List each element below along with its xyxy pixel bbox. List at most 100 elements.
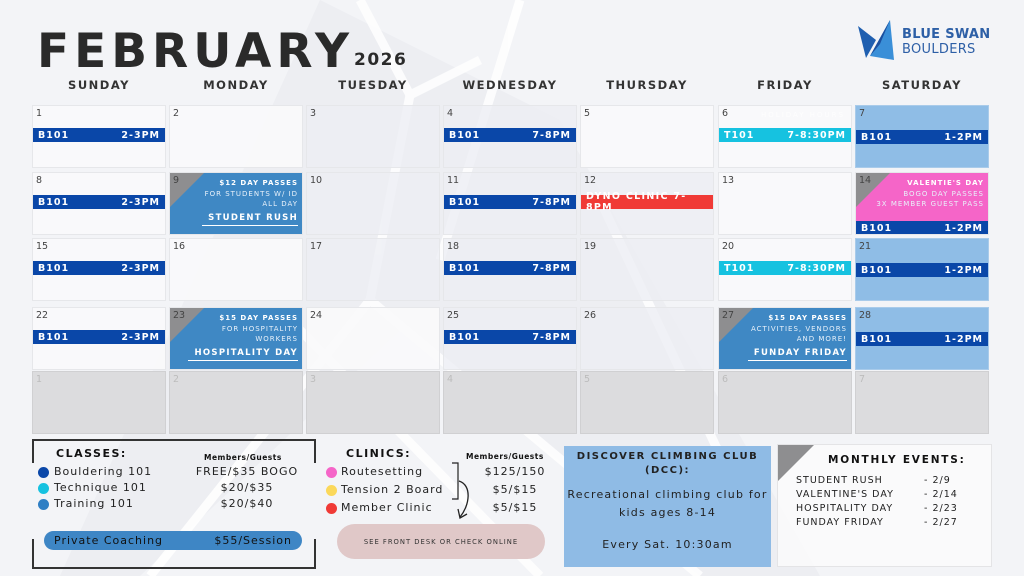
day-header-friday: FRIDAY	[757, 78, 813, 92]
day-number: 27	[722, 310, 735, 321]
day-header-tuesday: TUESDAY	[338, 78, 408, 92]
event-bar-b101[interactable]: B101 7-8PM	[444, 261, 576, 275]
day-cell[interactable]: 4 B101 7-8PM	[443, 105, 577, 168]
day-cell[interactable]: 27 $15 DAY PASSES ACTIVITIES, VENDORS AND M…	[718, 307, 852, 370]
swan-logo-icon	[858, 20, 894, 60]
event-label: B101	[861, 333, 893, 345]
day-cell[interactable]: 25 B101 7-8PM	[443, 307, 577, 370]
event-bar-b101[interactable]: B101 2-3PM	[33, 128, 165, 142]
event-bar-b101[interactable]: B101 1-2PM	[856, 130, 988, 144]
day-cell[interactable]: 12 DYNO CLINIC 7-8PM	[580, 172, 714, 235]
event-bar-t101[interactable]: T101 7-8:30PM	[719, 261, 851, 275]
promo-line: AND MORE!	[796, 335, 847, 343]
clinic-price: $5/$15	[492, 483, 538, 496]
day-cell[interactable]: 18 B101 7-8PM	[443, 238, 577, 301]
class-name: Technique 101	[54, 481, 147, 494]
event-bar-b101[interactable]: B101 7-8PM	[444, 330, 576, 344]
class-color-dot	[38, 467, 49, 478]
day-cell[interactable]: 5	[580, 371, 714, 434]
event-label: B101	[38, 196, 70, 208]
day-header-sunday: SUNDAY	[68, 78, 130, 92]
event-bar-b101[interactable]: B101 1-2PM	[856, 263, 988, 277]
day-cell[interactable]: 15 B101 2-3PM	[32, 238, 166, 301]
day-cell[interactable]: 17	[306, 238, 440, 301]
day-cell[interactable]: 5	[580, 105, 714, 168]
event-bar-clinic[interactable]: DYNO CLINIC 7-8PM	[581, 191, 713, 213]
day-cell[interactable]: 11 B101 7-8PM	[443, 172, 577, 235]
day-number: 3	[310, 108, 317, 119]
day-number: 7	[859, 374, 866, 385]
event-bar-b101[interactable]: B101 1-2PM	[856, 221, 988, 234]
day-number: 9	[173, 175, 180, 186]
promo-line: FOR STUDENTS W/ ID	[204, 189, 298, 198]
day-header-wednesday: WEDNESDAY	[462, 78, 558, 92]
day-number: 21	[859, 241, 872, 252]
event-bar-t101[interactable]: T101 7-8:30PM	[719, 128, 851, 142]
day-cell[interactable]: 10	[306, 172, 440, 235]
promo-details: $15 DAY PASSES ACTIVITIES, VENDORS AND MOR…	[751, 313, 847, 345]
day-number: 1	[36, 374, 43, 385]
event-bar-b101[interactable]: B101 2-3PM	[33, 330, 165, 344]
day-cell[interactable]: 6	[718, 371, 852, 434]
event-bar-b101[interactable]: B101 7-8PM	[444, 128, 576, 142]
event-label: B101	[861, 264, 893, 276]
class-price: $20/$40	[220, 497, 274, 510]
event-label: B101	[861, 131, 893, 143]
day-number: 25	[447, 310, 460, 321]
day-cell[interactable]: 28 B101 1-2PM	[855, 307, 989, 370]
event-time: 7-8PM	[532, 129, 571, 141]
day-number: 26	[584, 310, 597, 321]
day-cell[interactable]: 3	[306, 371, 440, 434]
corner-marker	[170, 308, 204, 342]
day-cell[interactable]: 20 T101 7-8:30PM	[718, 238, 852, 301]
day-cell[interactable]: 13	[718, 172, 852, 235]
event-bar-b101[interactable]: B101 1-2PM	[856, 332, 988, 346]
day-cell[interactable]: 7 B101 1-2PM	[855, 105, 989, 168]
event-time: 7-8:30PM	[787, 262, 846, 274]
day-cell[interactable]: 2	[169, 105, 303, 168]
event-label: B101	[449, 262, 481, 274]
event-bar-b101[interactable]: B101 2-3PM	[33, 195, 165, 209]
private-coaching-pill[interactable]: Private Coaching $55/Session	[44, 531, 302, 550]
promo-line: ACTIVITIES, VENDORS	[750, 324, 847, 333]
see-front-desk-button[interactable]: SEE FRONT DESK OR CHECK ONLINE	[337, 524, 545, 559]
event-time: 2-3PM	[121, 129, 160, 141]
event-label: B101	[861, 222, 893, 234]
day-cell[interactable]: 16	[169, 238, 303, 301]
dcc-panel: DISCOVER CLIMBING CLUB (DCC): Recreation…	[564, 446, 771, 567]
event-label: T101	[724, 129, 755, 141]
event-name: STUDENT RUSH	[796, 475, 883, 486]
event-bar-b101[interactable]: B101 2-3PM	[33, 261, 165, 275]
day-number: 2	[173, 374, 180, 385]
day-cell[interactable]: 23 $15 DAY PASSES FOR HOSPITALITY WORKERS HO…	[169, 307, 303, 370]
day-cell[interactable]: 2	[169, 371, 303, 434]
promo-line: $15 DAY PASSES	[768, 314, 847, 322]
day-cell[interactable]: 8 B101 2-3PM	[32, 172, 166, 235]
day-number: 2	[173, 108, 180, 119]
day-number: 28	[859, 310, 872, 321]
day-cell[interactable]: 1	[32, 371, 166, 434]
clinic-color-dot	[326, 503, 337, 514]
day-cell[interactable]: 3	[306, 105, 440, 168]
clinic-name: Routesetting	[341, 465, 424, 478]
event-time: 1-2PM	[944, 333, 983, 345]
day-cell[interactable]: 24	[306, 307, 440, 370]
day-cell[interactable]: 9 $12 DAY PASSES FOR STUDENTS W/ ID ALL DAY…	[169, 172, 303, 235]
dcc-description: Recreational climbing club for kids ages…	[567, 488, 768, 519]
day-number: 12	[584, 175, 597, 186]
day-cell[interactable]: 6 HOLIDAY HOURS T101 7-8:30PM	[718, 105, 852, 168]
day-header-monday: MONDAY	[203, 78, 269, 92]
day-cell[interactable]: 26	[580, 307, 714, 370]
coaching-label: Private Coaching	[54, 534, 164, 547]
day-cell[interactable]: 7	[855, 371, 989, 434]
day-cell[interactable]: 21 B101 1-2PM	[855, 238, 989, 301]
day-cell[interactable]: 14 VALENTIE'S DAY BOGO DAY PASSES 3X MEMBER…	[855, 172, 989, 235]
event-bar-b101[interactable]: B101 7-8PM	[444, 195, 576, 209]
day-cell[interactable]: 4	[443, 371, 577, 434]
day-cell[interactable]: 22 B101 2-3PM	[32, 307, 166, 370]
event-date: - 2/14	[924, 489, 958, 500]
day-cell[interactable]: 19	[580, 238, 714, 301]
year-label: 2026	[354, 50, 408, 70]
day-cell[interactable]: 1 B101 2-3PM	[32, 105, 166, 168]
logo-line1: BLUE SWAN	[902, 27, 991, 42]
